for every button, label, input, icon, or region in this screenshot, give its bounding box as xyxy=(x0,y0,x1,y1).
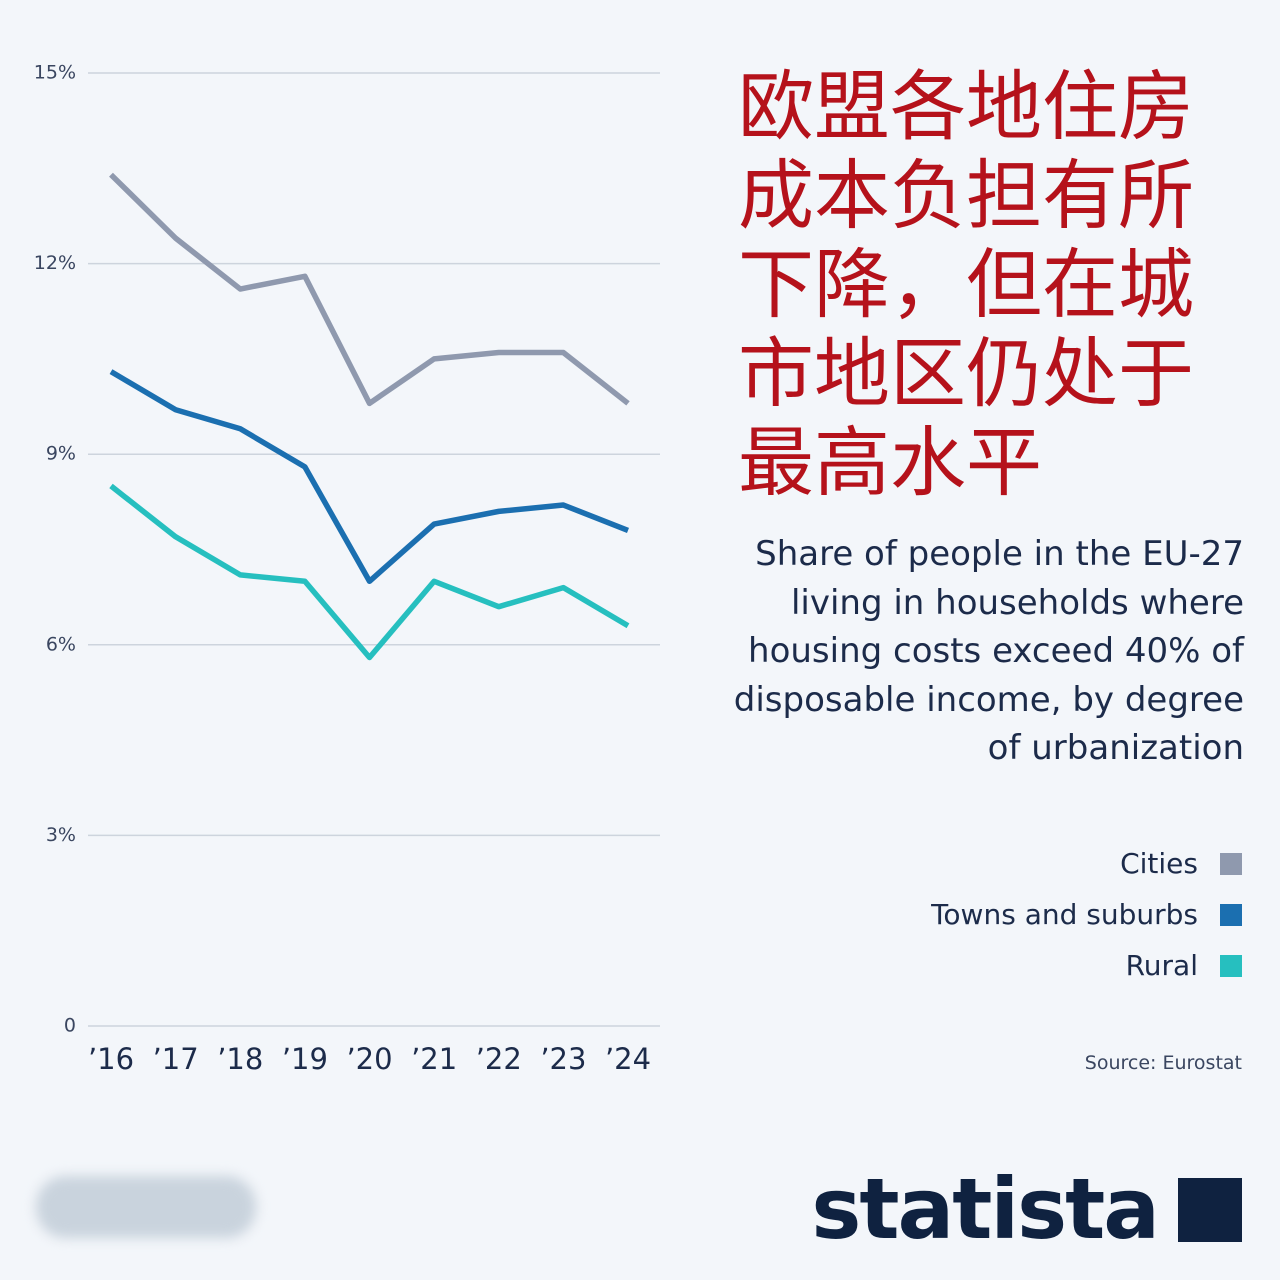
source: Source: Eurostat xyxy=(1084,1052,1242,1074)
y-tick-label: 0 xyxy=(64,1015,76,1037)
x-tick-label: ’23 xyxy=(540,1042,586,1076)
legend-label: Rural xyxy=(1125,949,1198,982)
chart-subtitle: Share of people in the EU-27 living in h… xyxy=(733,534,1244,768)
x-tick-label: ’19 xyxy=(282,1042,328,1076)
legend-item: Cities xyxy=(931,838,1242,889)
y-tick-label: 6% xyxy=(46,633,76,655)
line xyxy=(109,483,630,661)
watermark xyxy=(36,1176,256,1238)
y-tick-label: 3% xyxy=(46,824,76,846)
x-tick-label: ’20 xyxy=(346,1042,392,1076)
x-tick-label: ’21 xyxy=(411,1042,457,1076)
line xyxy=(109,172,630,407)
x-tick-label: ’22 xyxy=(476,1042,522,1076)
legend-label: Cities xyxy=(1120,847,1198,880)
logo: statista xyxy=(811,1160,1160,1258)
legend-label: Towns and suburbs xyxy=(931,898,1198,931)
y-tick-label: 12% xyxy=(34,252,76,274)
x-tick-label: ’18 xyxy=(217,1042,263,1076)
legend-item: Towns and suburbs xyxy=(931,889,1242,940)
x-tick-label: ’17 xyxy=(153,1042,199,1076)
legend-swatch xyxy=(1220,852,1242,875)
legend: Cities Towns and suburbs Rural xyxy=(931,838,1242,991)
y-tick-label: 15% xyxy=(34,62,76,84)
legend-swatch xyxy=(1220,903,1242,926)
legend-item: Rural xyxy=(931,940,1242,991)
chart-title: 欧盟各地住房成本负担有所下降，但在城市地区仍处于最高水平 xyxy=(738,62,1194,507)
y-tick-label: 9% xyxy=(46,443,76,465)
line xyxy=(109,369,630,585)
legend-swatch xyxy=(1220,954,1242,977)
x-tick-label: ’16 xyxy=(88,1042,134,1076)
logo-icon xyxy=(1178,1178,1242,1242)
x-tick-label: ’24 xyxy=(605,1042,651,1076)
